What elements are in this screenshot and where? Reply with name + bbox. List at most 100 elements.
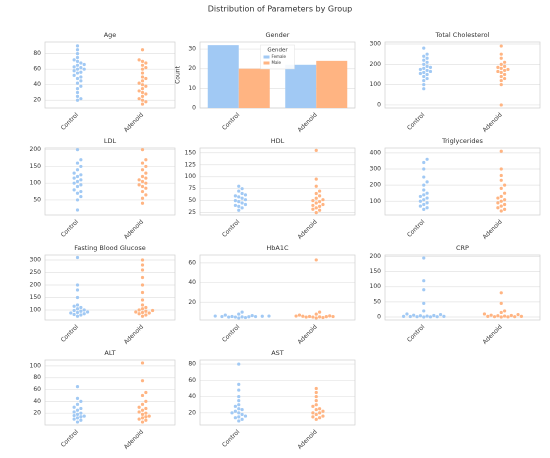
swarm-dot: [140, 263, 145, 267]
swarm-dot: [82, 308, 86, 312]
y-tick-label: 20: [188, 65, 196, 72]
swarm-dot: [311, 207, 315, 211]
swarm-dot: [243, 414, 248, 418]
y-tick-label: 100: [370, 283, 382, 290]
swarm-dot: [318, 411, 322, 415]
swarm-dot: [79, 66, 83, 70]
swarm-dot: [318, 407, 322, 411]
swarm-dot: [503, 309, 507, 313]
swarm-dot: [418, 194, 422, 199]
swarm-dot: [250, 313, 254, 318]
swarm-dot: [213, 314, 217, 318]
axes-frame: [384, 41, 541, 109]
swarm-dot: [418, 314, 422, 318]
panel-title: HDL: [271, 137, 285, 145]
y-tick-label: 300: [370, 41, 382, 48]
y-tick-label: 200: [370, 61, 382, 68]
swarm-dot: [422, 54, 426, 58]
axes-frame: [44, 359, 176, 426]
swarm-dot: [75, 283, 80, 287]
swarm-dot: [503, 191, 507, 195]
y-tick-label: 60: [188, 259, 196, 266]
swarm-dot: [422, 87, 426, 91]
swarm-dot: [422, 78, 426, 83]
y-tick-label: 75: [188, 185, 196, 192]
swarm-dot: [75, 412, 80, 416]
swarm-dot: [140, 75, 145, 79]
y-tick-label: 40: [188, 393, 196, 400]
swarm-dot: [425, 157, 429, 161]
y-tick-label: 50: [33, 196, 41, 203]
swarm-dot: [79, 158, 83, 162]
figure-title: Distribution of Parameters by Group: [208, 5, 353, 14]
swarm-dot: [144, 158, 148, 162]
swarm-dot: [140, 268, 145, 272]
swarm-dot: [144, 415, 148, 419]
swarm-dot: [137, 178, 141, 182]
y-tick-label: 100: [370, 81, 382, 88]
swarm-dot: [75, 303, 80, 307]
swarm-dot: [140, 416, 145, 420]
swarm-dot: [75, 86, 80, 91]
swarm-dot: [140, 79, 145, 83]
swarm-dot: [72, 304, 76, 308]
swarm-dot: [140, 184, 145, 189]
swarm-dot: [425, 76, 429, 81]
swarm-dot: [150, 308, 155, 313]
swarm-dot: [75, 148, 80, 152]
legend-title: Gender: [267, 48, 288, 54]
swarm-dot: [499, 44, 503, 48]
swarm-dot: [318, 200, 322, 204]
swarm-dot: [425, 206, 429, 210]
swarm-dot: [147, 414, 151, 418]
y-tick-label: 60: [33, 386, 41, 393]
y-tick-label: 100: [30, 362, 42, 369]
swarm-dot: [237, 316, 241, 320]
swarm-dot: [144, 390, 148, 395]
axes-frame: [44, 41, 176, 109]
swarm-dot: [499, 315, 503, 319]
y-tick-label: 400: [370, 149, 382, 156]
swarm-dot: [314, 316, 318, 320]
swarm-dot: [240, 407, 244, 412]
swarm-dot: [318, 416, 322, 420]
swarm-dot: [75, 48, 80, 52]
x-tick-label: Control: [60, 218, 81, 239]
swarm-dot: [422, 167, 426, 171]
swarm-dot: [311, 315, 315, 319]
swarm-dot: [140, 393, 145, 398]
x-tick-label: Adenoid: [123, 111, 145, 133]
swarm-dot: [314, 184, 318, 188]
swarm-dot: [301, 314, 305, 318]
swarm-dot: [82, 414, 86, 418]
legend-label: Female: [272, 54, 287, 59]
y-tick-label: 100: [30, 307, 42, 314]
swarm-dot: [137, 58, 141, 62]
swarm-dot: [499, 199, 503, 203]
swarm-dot: [401, 314, 406, 318]
swarm-dot: [79, 189, 83, 194]
swarm-dot: [408, 314, 412, 319]
swarm-dot: [432, 313, 436, 318]
swarm-dot: [144, 176, 148, 180]
swarm-dot: [144, 181, 148, 185]
swarm-dot: [240, 315, 244, 319]
swarm-dot: [144, 309, 148, 313]
swarm-dot: [486, 314, 490, 318]
swarm-dot: [499, 301, 503, 305]
swarm-dot: [79, 183, 83, 187]
panel-title: AST: [271, 349, 284, 357]
swarm-dot: [79, 411, 83, 415]
swarm-dot: [72, 65, 76, 69]
swarm-dot: [321, 198, 325, 202]
swarm-dot: [418, 67, 422, 72]
swarm-dot: [237, 362, 241, 366]
legend-swatch: [263, 55, 270, 59]
swarm-dot: [425, 64, 429, 68]
swarm-dot: [75, 408, 80, 412]
swarm-dot: [499, 194, 503, 199]
x-tick-label: Control: [406, 218, 427, 239]
swarm-dot: [422, 315, 426, 319]
swarm-dot: [499, 52, 503, 56]
panel-title: LDL: [104, 137, 117, 145]
